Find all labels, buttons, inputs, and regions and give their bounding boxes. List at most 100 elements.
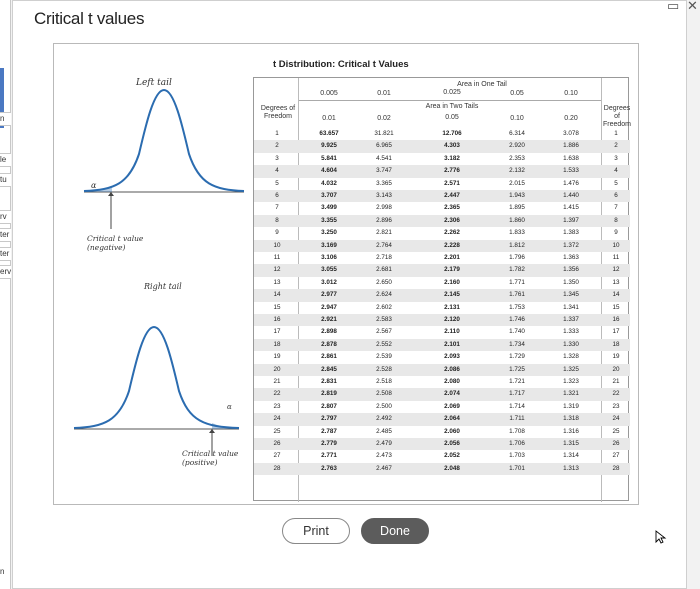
critical-negative-line2: (negative) — [87, 243, 126, 252]
critical-value-cell: 2.528 — [376, 365, 392, 373]
critical-value-cell: 2.110 — [444, 328, 460, 336]
critical-value-cell: 3.355 — [321, 216, 337, 224]
df-cell: 1 — [614, 130, 618, 137]
df-cell: 1 — [275, 130, 279, 137]
critical-value-cell: 2.069 — [444, 402, 460, 410]
df-cell: 13 — [612, 278, 620, 286]
critical-value-cell: 2.807 — [321, 402, 337, 410]
critical-value-cell: 1.886 — [563, 142, 579, 150]
critical-value-cell: 1.895 — [509, 204, 525, 212]
critical-value-cell: 1.337 — [563, 316, 579, 323]
critical-value-cell: 1.740 — [509, 328, 525, 336]
critical-value-cell: 2.681 — [376, 266, 392, 274]
critical-value-cell: 2.776 — [444, 167, 460, 175]
critical-negative-label: Critical t value (negative) — [87, 234, 143, 252]
table-row: 13 3.012 2.650 2.160 1.771 1.350 13 — [254, 277, 630, 289]
critical-value-cell: 1.701 — [509, 464, 525, 472]
critical-value-cell: 3.250 — [321, 229, 337, 237]
df-cell: 21 — [612, 378, 620, 385]
df-cell: 16 — [273, 316, 281, 323]
print-button[interactable]: Print — [282, 518, 350, 544]
critical-value-cell: 1.860 — [509, 216, 525, 224]
critical-positive-line2: (positive) — [182, 458, 218, 467]
df-cell: 28 — [273, 464, 281, 472]
critical-value-cell: 2.201 — [444, 254, 460, 261]
critical-t-values-dialog: Critical t values Left tail α — [12, 0, 687, 589]
critical-value-cell: 2.650 — [376, 278, 392, 286]
df-cell: 13 — [273, 278, 281, 286]
critical-value-cell: 2.052 — [444, 452, 460, 460]
table-row: 11 3.106 2.718 2.201 1.796 1.363 11 — [254, 252, 630, 264]
critical-value-cell: 4.303 — [444, 142, 460, 150]
critical-value-cell: 1.771 — [509, 278, 525, 286]
critical-value-cell: 2.060 — [444, 427, 460, 435]
critical-value-cell: 1.314 — [563, 452, 579, 460]
minimize-icon[interactable]: ▭ — [667, 0, 680, 13]
df-cell: 17 — [273, 328, 281, 336]
critical-value-cell: 1.316 — [563, 427, 579, 435]
df-cell: 15 — [273, 303, 281, 311]
critical-value-cell: 1.325 — [563, 365, 579, 373]
table-row: 7 3.499 2.998 2.365 1.895 1.415 7 — [254, 202, 630, 214]
two-tail-col-4: 0.10 — [510, 115, 524, 122]
critical-value-cell: 2.571 — [444, 179, 460, 187]
critical-value-cell: 2.861 — [321, 353, 337, 361]
critical-value-cell: 2.467 — [376, 464, 392, 472]
critical-positive-line1: Critical t value — [182, 449, 239, 458]
one-tail-col-3: 0.025 — [443, 89, 461, 96]
df-cell: 17 — [612, 328, 620, 336]
critical-value-cell: 1.753 — [509, 303, 525, 311]
table-row: 20 2.845 2.528 2.086 1.725 1.325 20 — [254, 363, 630, 376]
table-row: 6 3.707 3.143 2.447 1.943 1.440 6 — [254, 190, 630, 203]
done-button[interactable]: Done — [361, 518, 429, 544]
table-row: 16 2.921 2.583 2.120 1.746 1.337 16 — [254, 314, 630, 327]
left-tail-label: Left tail — [136, 78, 172, 88]
critical-value-cell: 1.638 — [563, 154, 579, 162]
table-row: 2 9.925 6.965 4.303 2.920 1.886 2 — [254, 140, 630, 153]
header-divider — [298, 100, 601, 101]
critical-value-cell: 2.878 — [321, 340, 337, 348]
critical-value-cell: 3.012 — [321, 278, 337, 286]
df-cell: 4 — [275, 167, 279, 175]
right-tail-graph — [73, 325, 240, 456]
critical-value-cell: 31.821 — [374, 130, 394, 137]
critical-value-cell: 3.078 — [563, 130, 579, 137]
critical-value-cell: 1.746 — [509, 316, 525, 323]
critical-value-cell: 6.965 — [376, 142, 392, 150]
table-row: 28 2.763 2.467 2.048 1.701 1.313 28 — [254, 462, 630, 476]
critical-value-cell: 3.182 — [444, 154, 460, 162]
critical-value-cell: 2.977 — [321, 291, 337, 299]
df-cell: 22 — [612, 390, 620, 398]
critical-value-cell: 1.397 — [563, 216, 579, 224]
df-cell: 22 — [273, 390, 281, 398]
left-tail-graph — [83, 88, 245, 229]
close-icon[interactable]: ✕ — [687, 0, 698, 13]
table-row: 9 3.250 2.821 2.262 1.833 1.383 9 — [254, 227, 630, 239]
critical-value-cell: 1.717 — [509, 390, 525, 398]
critical-value-cell: 2.447 — [444, 192, 460, 199]
critical-value-cell: 3.365 — [376, 179, 392, 187]
table-row: 26 2.779 2.479 2.056 1.706 1.315 26 — [254, 438, 630, 451]
table-row: 19 2.861 2.539 2.093 1.729 1.328 19 — [254, 351, 630, 363]
critical-value-cell: 2.896 — [376, 216, 392, 224]
critical-value-cell: 1.321 — [563, 390, 579, 398]
df-cell: 11 — [273, 254, 281, 261]
df-cell: 23 — [273, 402, 281, 410]
table-title: t Distribution: Critical t Values — [273, 59, 409, 70]
df-cell: 12 — [612, 266, 620, 274]
right-tail-label: Right tail — [144, 282, 182, 291]
critical-value-cell: 2.898 — [321, 328, 337, 336]
df-cell: 27 — [612, 452, 620, 460]
df-cell: 8 — [614, 216, 618, 224]
df-cell: 8 — [275, 216, 279, 224]
df-cell: 12 — [273, 266, 281, 274]
background-tab: erv — [0, 265, 11, 279]
critical-value-cell: 1.714 — [509, 402, 525, 410]
background-tab: ter — [0, 247, 11, 261]
critical-value-cell: 2.120 — [444, 316, 460, 323]
df-cell: 28 — [612, 464, 620, 472]
table-row: 3 5.841 4.541 3.182 2.353 1.638 3 — [254, 153, 630, 165]
df-cell: 25 — [273, 427, 281, 435]
critical-value-cell: 2.779 — [321, 440, 337, 447]
background-tab: n — [0, 112, 11, 126]
